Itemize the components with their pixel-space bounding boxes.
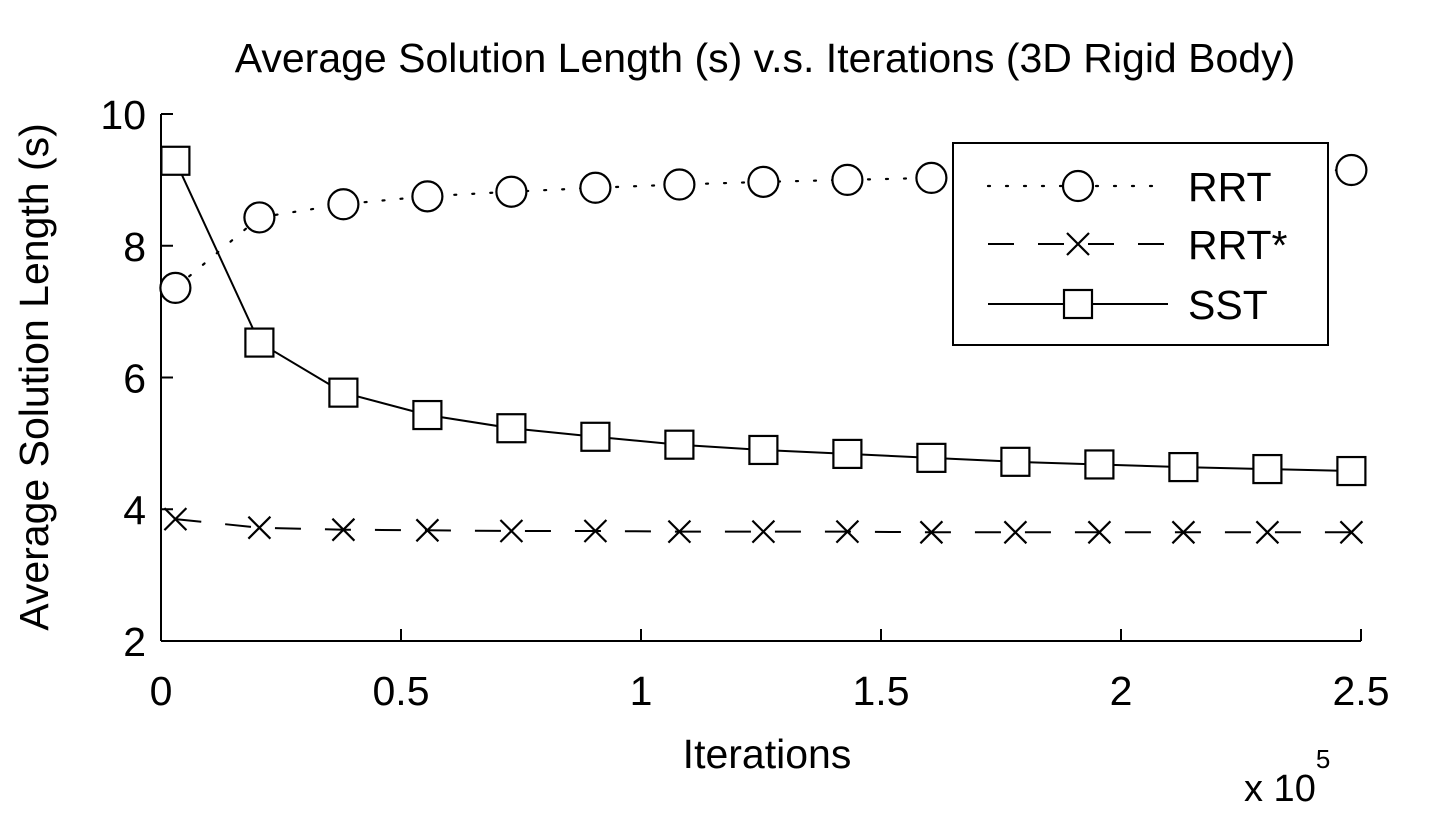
series-sst bbox=[160, 145, 1367, 487]
series-rrt- bbox=[163, 507, 1364, 545]
square-marker bbox=[160, 145, 191, 176]
x-tick-label: 2.5 bbox=[1333, 668, 1390, 714]
x-marker bbox=[667, 519, 692, 544]
circle-marker bbox=[1061, 169, 1095, 203]
legend-entry: RRT* bbox=[988, 222, 1288, 268]
x-marker bbox=[919, 520, 944, 545]
x-marker bbox=[1003, 520, 1028, 545]
legend-entry: SST bbox=[988, 282, 1268, 328]
x-marker bbox=[1171, 520, 1196, 545]
square-marker bbox=[412, 399, 443, 431]
x-marker bbox=[499, 519, 524, 543]
x-marker bbox=[1255, 520, 1280, 545]
y-axis-label: Average Solution Length (s) bbox=[11, 123, 57, 631]
x-marker bbox=[1066, 232, 1090, 256]
y-tick-label: 6 bbox=[123, 356, 146, 402]
circle-marker bbox=[1335, 153, 1368, 187]
legend-label: RRT bbox=[1188, 164, 1272, 210]
x-axis-multiplier: x 105 bbox=[1244, 744, 1330, 810]
x-marker bbox=[247, 515, 272, 540]
x-tick-label: 1.5 bbox=[853, 668, 910, 714]
chart-title: Average Solution Length (s) v.s. Iterati… bbox=[235, 35, 1295, 81]
circle-marker bbox=[663, 168, 696, 201]
square-marker bbox=[832, 438, 863, 470]
square-marker bbox=[1168, 451, 1199, 483]
square-marker bbox=[580, 421, 611, 452]
legend: RRT RRT* SST bbox=[952, 142, 1329, 346]
legend-label: RRT* bbox=[1188, 222, 1288, 268]
x-marker bbox=[835, 519, 860, 544]
y-tick-label: 8 bbox=[123, 224, 146, 270]
x-marker bbox=[751, 519, 776, 544]
circle-marker bbox=[411, 180, 444, 213]
square-marker bbox=[664, 429, 695, 460]
circle-marker bbox=[831, 163, 864, 196]
x-marker bbox=[415, 518, 440, 543]
square-marker bbox=[244, 327, 275, 358]
x-marker bbox=[583, 519, 608, 543]
x-axis-label: Iterations bbox=[683, 731, 852, 777]
circle-marker bbox=[327, 188, 360, 221]
circle-marker bbox=[915, 161, 948, 194]
circle-marker bbox=[747, 165, 780, 198]
square-marker bbox=[748, 434, 779, 466]
circle-marker bbox=[243, 201, 276, 234]
legend-label: SST bbox=[1188, 282, 1268, 328]
square-marker bbox=[1336, 455, 1367, 487]
circle-marker bbox=[495, 175, 528, 208]
circle-marker bbox=[579, 171, 612, 204]
x-tick-label: 2 bbox=[1110, 668, 1133, 714]
square-marker bbox=[1252, 453, 1283, 485]
x-tick-label: 0.5 bbox=[373, 668, 430, 714]
square-marker bbox=[1062, 288, 1094, 320]
x-marker bbox=[331, 517, 356, 542]
square-marker bbox=[916, 442, 947, 473]
y-tick-label: 4 bbox=[123, 487, 146, 533]
y-tick-label: 10 bbox=[100, 92, 146, 138]
square-marker bbox=[496, 413, 527, 444]
x-marker bbox=[1339, 520, 1364, 545]
square-marker bbox=[328, 377, 359, 408]
x-marker bbox=[1087, 520, 1112, 545]
circle-marker bbox=[159, 271, 192, 305]
x-tick-label: 1 bbox=[630, 668, 653, 714]
y-tick-label: 2 bbox=[123, 619, 146, 665]
square-marker bbox=[1000, 446, 1031, 477]
x-marker bbox=[163, 507, 188, 531]
x-tick-label: 0 bbox=[150, 668, 173, 714]
square-marker bbox=[1084, 449, 1115, 480]
legend-entry: RRT bbox=[986, 164, 1272, 210]
